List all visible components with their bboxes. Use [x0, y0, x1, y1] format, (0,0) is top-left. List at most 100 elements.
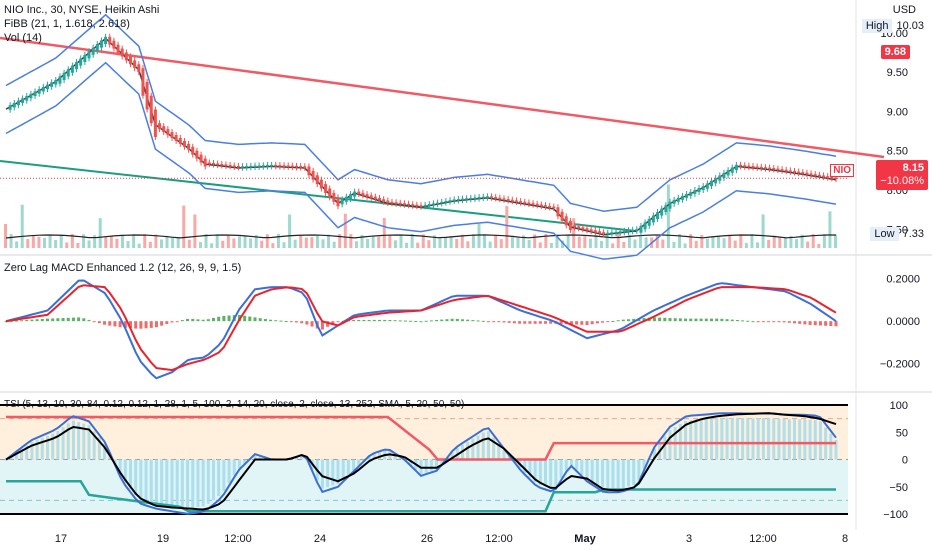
macd-hist-bar [310, 321, 314, 327]
volume-bar [800, 234, 804, 248]
tsi-hist-bar [730, 417, 734, 460]
macd-hist-bar [149, 321, 153, 328]
volume-bar [750, 234, 754, 248]
candle-body [336, 197, 340, 207]
candle-body [539, 204, 543, 207]
volume-bar [533, 234, 537, 248]
candle-body [274, 164, 278, 167]
volume-bar [817, 243, 821, 248]
tsi-hist-bar [175, 459, 179, 507]
candle-body [25, 96, 29, 101]
tsi-hist-bar [528, 459, 532, 478]
tsi-hist-bar [170, 459, 174, 507]
tsi-hist-bar [295, 457, 298, 460]
candle-body [365, 194, 369, 197]
candle-body [261, 165, 265, 167]
tsi-hist-bar [149, 459, 153, 503]
macd-hist-bar [725, 319, 729, 322]
candle-body [647, 218, 651, 226]
candle-body [784, 169, 788, 172]
macd-hist-bar [652, 317, 656, 322]
macd-hist-bar [492, 321, 496, 323]
tsi-fast-line [5, 412, 837, 515]
volume-bar [198, 242, 202, 248]
macd-hist-bar [118, 321, 122, 328]
volume-bar [600, 240, 604, 248]
tsi-hist-bar [523, 459, 527, 473]
candle-body [797, 171, 801, 174]
tsi-hist-bar [320, 459, 324, 489]
macd-hist-bar [274, 320, 278, 322]
candle-body [79, 58, 83, 66]
macd-hist-bar [320, 321, 324, 330]
volume-bar [761, 214, 765, 248]
candle-body [502, 198, 506, 200]
candle-body [481, 196, 485, 199]
candle-body [817, 174, 821, 177]
volume-bar [444, 236, 448, 248]
macd-hist-bar [445, 319, 449, 322]
tsi-hist-bar [813, 420, 817, 460]
macd-panel-label: Zero Lag MACD Enhanced 1.2 (12, 26, 9, 9… [4, 262, 242, 274]
macd-hist-bar [269, 319, 273, 322]
volume-bar [700, 234, 704, 248]
candle-body [473, 197, 477, 199]
tsi-hist-bar [243, 459, 247, 464]
volume-bar [611, 243, 615, 248]
tsi-hist-bar [77, 422, 81, 460]
volume-bar [93, 235, 97, 248]
tsi-hist-bar [704, 419, 708, 460]
volume-bar [666, 184, 670, 248]
macd-hist-bar [497, 321, 501, 323]
macd-hist-bar [507, 321, 511, 323]
macd-hist-bar [481, 320, 485, 322]
tsi-hist-bar [694, 419, 698, 460]
candle-body [303, 166, 307, 168]
candle-body [759, 166, 763, 169]
candle-body [469, 197, 473, 200]
macd-tick: −0.2000 [880, 359, 920, 371]
tsi-histogram [4, 417, 838, 509]
tsi-hist-bar [82, 423, 86, 460]
macd-hist-bar [206, 319, 210, 322]
volume-bar [271, 243, 275, 248]
macd-hist-bar [103, 321, 107, 325]
candle-body [498, 197, 502, 200]
candle-body [315, 175, 319, 185]
fibb-label: FiBB (21, 1, 1.618, 2.618) [4, 18, 130, 30]
volume-bar [405, 242, 409, 248]
tsi-hist-bar [798, 419, 802, 460]
volume-bar [48, 235, 52, 248]
candle-body [245, 166, 249, 168]
candle-body [494, 196, 498, 199]
candle-body [573, 225, 577, 228]
candle-body [46, 84, 49, 90]
tsi-hist-bar [466, 441, 470, 460]
volume-bar [566, 235, 570, 248]
volume-bar [828, 211, 832, 248]
candle-body [552, 206, 556, 209]
volume-bar [276, 234, 280, 248]
tsi-hist-bar [642, 459, 646, 470]
macd-hist-bar [419, 321, 423, 323]
volume-bar [159, 239, 163, 248]
candle-body [577, 226, 581, 229]
tsi-hist-bar [253, 454, 257, 460]
macd-hist-bar [398, 320, 402, 322]
candle-body [12, 102, 16, 108]
tsi-hist-bar [803, 419, 807, 460]
tsi-hist-bar [103, 443, 107, 460]
candle-body [249, 165, 253, 168]
tsi-hist-bar [40, 437, 44, 460]
volume-bar [705, 238, 709, 248]
candle-body [129, 56, 132, 65]
volume-bar [343, 213, 347, 248]
macd-hist-bar [808, 321, 812, 325]
candle-body [780, 169, 784, 171]
volume-bar [332, 241, 336, 248]
x-axis-label: 26 [420, 533, 434, 545]
macd-hist-bar [595, 321, 599, 324]
tsi-hist-bar [580, 459, 584, 475]
high-value: 10.03 [896, 20, 924, 32]
